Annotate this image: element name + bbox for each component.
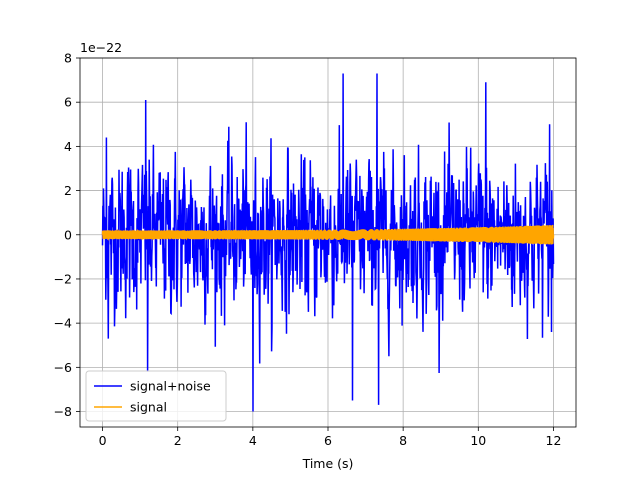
x-axis-label: Time (s) bbox=[302, 456, 354, 471]
x-tick-label: 0 bbox=[99, 433, 107, 448]
x-tick-label: 8 bbox=[399, 433, 407, 448]
y-tick-label: −2 bbox=[54, 271, 72, 286]
legend: signal+noise signal bbox=[85, 370, 227, 422]
y-tick-label: 6 bbox=[64, 95, 72, 110]
y-tick-label: −6 bbox=[54, 360, 72, 375]
y-tick-label: −8 bbox=[54, 404, 72, 419]
y-tick-label: 0 bbox=[64, 227, 72, 242]
y-axis-offset-label: 1e−22 bbox=[80, 40, 122, 55]
y-axis-ticks: −8 −6 −4 −2 0 2 4 6 8 bbox=[54, 51, 80, 419]
y-tick-label: 2 bbox=[64, 183, 72, 198]
legend-label: signal bbox=[130, 400, 167, 415]
x-tick-label: 10 bbox=[470, 433, 486, 448]
x-axis-ticks: 0 2 4 6 8 10 12 bbox=[99, 427, 562, 448]
y-tick-label: 4 bbox=[64, 139, 72, 154]
plot-area bbox=[101, 73, 555, 412]
series-line-signal bbox=[101, 224, 555, 245]
x-tick-label: 6 bbox=[324, 433, 332, 448]
legend-box bbox=[85, 370, 227, 422]
y-tick-label: −4 bbox=[54, 316, 72, 331]
y-tick-label: 8 bbox=[64, 51, 72, 66]
legend-label: signal+noise bbox=[130, 379, 211, 394]
x-tick-label: 2 bbox=[174, 433, 182, 448]
x-tick-label: 4 bbox=[249, 433, 257, 448]
x-tick-label: 12 bbox=[546, 433, 562, 448]
